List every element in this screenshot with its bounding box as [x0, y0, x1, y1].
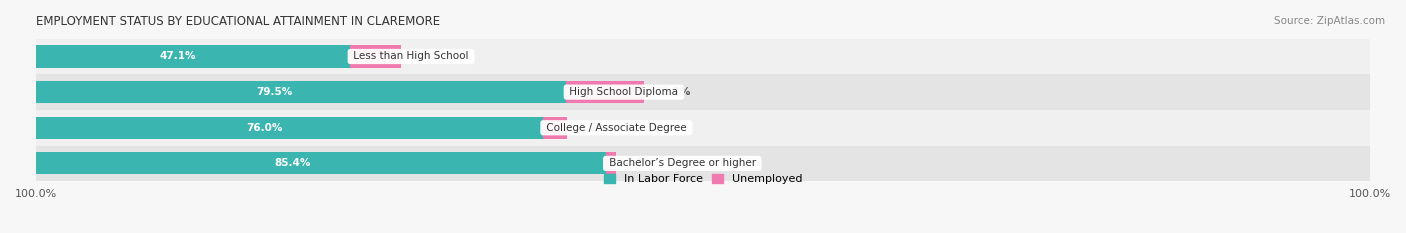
Text: 7.6%: 7.6%: [411, 51, 440, 62]
Bar: [350, 45, 401, 68]
Text: Source: ZipAtlas.com: Source: ZipAtlas.com: [1274, 16, 1385, 26]
Text: 1.6%: 1.6%: [626, 158, 655, 168]
Text: 79.5%: 79.5%: [256, 87, 292, 97]
Bar: [606, 152, 616, 175]
Bar: [37, 81, 567, 103]
Bar: [37, 146, 1369, 181]
Bar: [37, 39, 1369, 74]
Text: High School Diploma: High School Diploma: [567, 87, 682, 97]
Bar: [37, 152, 606, 175]
Text: 76.0%: 76.0%: [246, 123, 283, 133]
Bar: [37, 74, 1369, 110]
Text: College / Associate Degree: College / Associate Degree: [543, 123, 690, 133]
Bar: [37, 110, 1369, 146]
Text: Bachelor’s Degree or higher: Bachelor’s Degree or higher: [606, 158, 759, 168]
Bar: [567, 81, 644, 103]
Text: 47.1%: 47.1%: [159, 51, 195, 62]
Bar: [37, 117, 543, 139]
Text: 11.7%: 11.7%: [654, 87, 690, 97]
Text: 85.4%: 85.4%: [274, 158, 311, 168]
Bar: [37, 45, 350, 68]
Text: 3.6%: 3.6%: [576, 123, 606, 133]
Text: Less than High School: Less than High School: [350, 51, 472, 62]
Legend: In Labor Force, Unemployed: In Labor Force, Unemployed: [599, 169, 807, 189]
Text: EMPLOYMENT STATUS BY EDUCATIONAL ATTAINMENT IN CLAREMORE: EMPLOYMENT STATUS BY EDUCATIONAL ATTAINM…: [37, 15, 440, 28]
Bar: [543, 117, 567, 139]
